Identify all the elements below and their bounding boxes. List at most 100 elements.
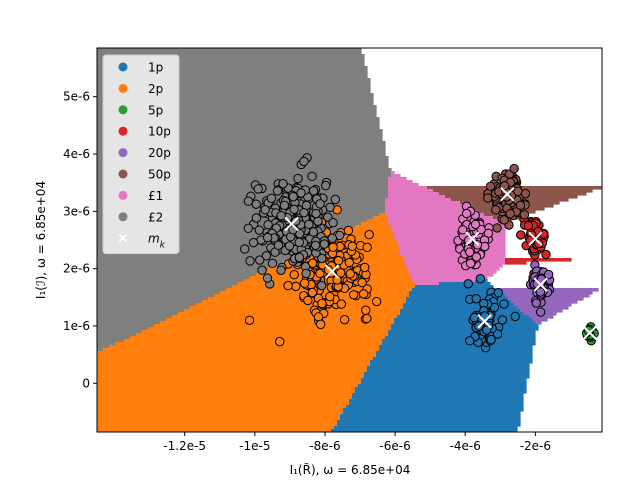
region-cell (97, 315, 173, 319)
region-cell (367, 369, 530, 373)
scatter-point (362, 242, 372, 253)
scatter-point (294, 237, 304, 247)
scatter-point (470, 219, 481, 230)
region-cell (337, 420, 521, 424)
region-cell (97, 255, 296, 259)
region-cell (406, 261, 506, 265)
region-cell (97, 396, 353, 400)
scatter-point (308, 227, 319, 237)
region-cell (403, 255, 506, 259)
region-cell (97, 186, 389, 190)
scatter-point (276, 211, 286, 221)
scatter-point (505, 209, 515, 219)
region-cell (97, 261, 284, 265)
scatter-point (308, 186, 319, 196)
region-cell (403, 258, 506, 262)
region-cell (97, 105, 377, 109)
region-cell (97, 165, 389, 169)
region-cell (97, 342, 116, 346)
region-cell (355, 387, 527, 391)
scatter-point (263, 220, 273, 230)
legend-label: £2 (148, 210, 163, 224)
scatter-point (243, 223, 254, 234)
legend-marker (118, 169, 128, 179)
scatter-point (535, 307, 546, 317)
scatter-point (347, 241, 357, 251)
x-axis-ticks: -1.2e-5 -1e-5 -8e-6 -6e-6 -4e-6 -2e-6 (163, 432, 551, 453)
region-cell (343, 411, 521, 415)
scatter-point (333, 255, 344, 266)
region-cell (97, 198, 386, 202)
scatter-point (482, 325, 492, 335)
scatter-point (303, 295, 313, 306)
region-cell (361, 222, 389, 226)
scatter-point (248, 237, 259, 248)
scatter-point (486, 334, 496, 345)
region-cell (349, 228, 392, 232)
region-cell (97, 69, 368, 73)
scatter-point (465, 258, 476, 269)
scatter-point (284, 241, 295, 251)
scatter-point (357, 277, 367, 288)
scatter-point (523, 220, 534, 231)
region-cell (391, 327, 539, 331)
region-cell (97, 243, 320, 247)
region-cell (97, 54, 365, 58)
region-cell (97, 291, 221, 295)
scatter-point (299, 278, 310, 288)
region-cell (103, 348, 380, 352)
region-cell (379, 345, 533, 349)
scatter-point (243, 196, 254, 206)
region-cell (97, 228, 350, 232)
region-cell (334, 426, 518, 430)
x-axis-label: I₁(R̃), ω = 6.85e+04 (290, 463, 411, 477)
scatter-point (471, 294, 481, 304)
plot-frame (96, 47, 603, 433)
region-cell (385, 207, 473, 211)
scatter-point (497, 315, 508, 325)
region-cell (376, 354, 533, 358)
region-cell (97, 171, 392, 175)
region-cell (97, 354, 377, 358)
region-cell (97, 411, 344, 415)
scatter-point (315, 319, 326, 330)
region-cell (385, 213, 485, 217)
region-cell (97, 420, 338, 424)
region-cell (373, 357, 533, 361)
region-cell (97, 336, 131, 340)
region-cell (196, 303, 404, 307)
region-cell (394, 231, 506, 235)
scatter-point (240, 244, 250, 254)
y-tick-label: 5e-6 (63, 90, 90, 104)
legend-label: 1p (148, 61, 163, 75)
region-cell (97, 60, 365, 64)
region-cell (97, 306, 191, 310)
region-cell (97, 183, 389, 187)
region-cell (97, 321, 161, 325)
region-cell (385, 210, 479, 214)
y-tick-label: 1e-6 (63, 319, 90, 333)
region-cell (97, 372, 365, 376)
region-cell (97, 174, 392, 178)
region-cell (97, 150, 386, 154)
region-cell (97, 333, 137, 337)
region-cell (190, 306, 404, 310)
scatter-point (519, 210, 530, 220)
scatter-point (262, 273, 273, 283)
region-cell (394, 234, 506, 238)
legend-marker (118, 148, 128, 158)
region-cell (166, 318, 395, 322)
centroid-marker (533, 277, 548, 292)
scatter-point (257, 265, 267, 275)
scatter-point (461, 208, 472, 219)
region-cell (364, 375, 530, 379)
scatter-point (325, 291, 335, 302)
centroid-marker (528, 231, 543, 247)
region-cell (388, 177, 407, 181)
region-cell (97, 204, 386, 208)
region-cell (331, 429, 518, 432)
scatter-point (278, 178, 288, 189)
scatter-point (491, 205, 501, 215)
scatter-point (493, 288, 503, 298)
